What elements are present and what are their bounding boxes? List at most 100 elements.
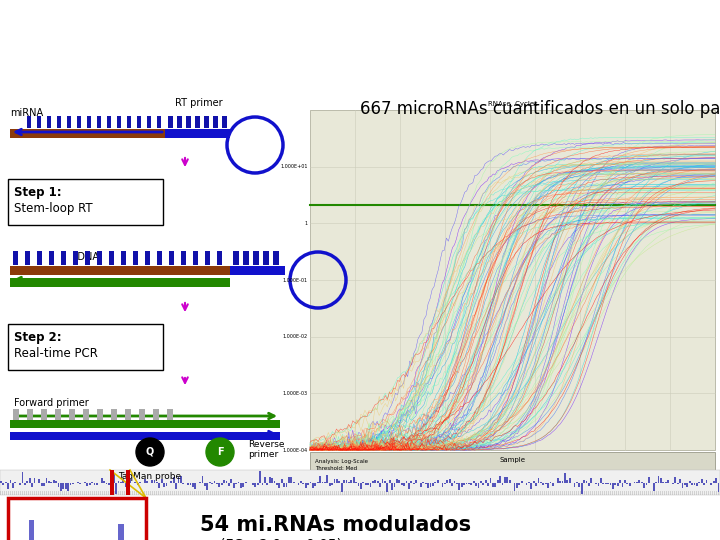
Bar [377, 481, 379, 483]
Bar [165, 129, 230, 138]
Bar [698, 490, 699, 495]
Bar [283, 483, 285, 487]
Bar [690, 490, 691, 495]
Bar [76, 490, 77, 495]
Bar [127, 116, 131, 128]
Bar [116, 490, 117, 495]
Bar [428, 490, 429, 495]
Bar [0, 490, 1, 495]
Bar [310, 452, 715, 472]
Bar [504, 477, 505, 483]
Bar [189, 483, 192, 485]
Text: Real-time PCR: Real-time PCR [14, 347, 98, 360]
Bar [198, 490, 199, 495]
Bar [712, 490, 713, 495]
Bar [398, 480, 400, 483]
Bar [600, 478, 602, 483]
Bar [334, 490, 335, 495]
Bar [106, 490, 107, 495]
Bar [74, 490, 75, 495]
Bar [372, 490, 373, 495]
Bar [32, 490, 33, 495]
Bar [514, 490, 515, 495]
Text: Step 2:: Step 2: [14, 331, 62, 344]
Bar [674, 490, 675, 495]
Bar [338, 490, 339, 495]
Bar [367, 483, 369, 484]
Bar [382, 490, 383, 495]
Bar [14, 490, 15, 495]
Bar [173, 477, 174, 483]
Bar [466, 483, 467, 484]
Bar [107, 116, 111, 128]
Bar [424, 490, 425, 495]
Bar [114, 490, 115, 495]
Bar [228, 483, 230, 486]
Bar [490, 478, 491, 483]
Bar [578, 490, 579, 495]
Bar [77, 116, 81, 128]
Bar [230, 490, 231, 495]
Bar [552, 490, 553, 495]
Bar [590, 478, 592, 483]
Bar [68, 490, 69, 495]
Bar [701, 479, 703, 483]
Bar [276, 490, 277, 495]
Bar [24, 483, 26, 485]
Bar [691, 483, 693, 485]
Bar [544, 490, 545, 495]
Bar [504, 490, 505, 495]
Bar [228, 490, 229, 495]
Bar [716, 490, 717, 495]
Bar [569, 478, 570, 483]
Bar [610, 490, 611, 495]
Bar [41, 409, 47, 420]
Text: Reverse
primer: Reverse primer [248, 440, 284, 460]
Bar [42, 490, 43, 495]
Bar [396, 490, 397, 495]
Bar [96, 490, 97, 495]
Bar [621, 483, 624, 487]
Bar [642, 490, 643, 495]
Bar [121, 251, 126, 265]
Bar [710, 490, 711, 495]
Bar [620, 490, 621, 495]
Bar [322, 482, 323, 483]
Bar [686, 490, 687, 495]
Bar [199, 482, 201, 483]
Bar [65, 483, 66, 489]
Bar [236, 490, 237, 495]
Bar [148, 490, 149, 495]
Bar [532, 490, 533, 495]
Bar [214, 490, 215, 495]
Bar [18, 490, 19, 495]
Bar [266, 483, 268, 485]
Bar [322, 490, 323, 495]
Bar [302, 490, 303, 495]
Bar [358, 483, 359, 486]
Bar [402, 490, 403, 495]
Bar [216, 490, 217, 495]
Bar [578, 483, 580, 487]
Bar [340, 490, 341, 495]
Bar [8, 490, 9, 495]
Bar [158, 483, 161, 488]
Bar [498, 490, 499, 495]
Bar [598, 490, 599, 495]
Bar [432, 490, 433, 495]
Bar [506, 490, 507, 495]
Bar [224, 490, 225, 495]
Text: 667 microRNAs cuantificados en un solo paso: 667 microRNAs cuantificados en un solo p… [360, 100, 720, 118]
Bar [10, 490, 11, 495]
Bar [145, 251, 150, 265]
Bar [73, 251, 78, 265]
Bar [120, 482, 122, 483]
Bar [5, 482, 6, 483]
Bar [626, 490, 627, 495]
Bar [401, 483, 402, 485]
Bar [264, 477, 266, 483]
Bar [398, 490, 399, 495]
Bar [310, 110, 715, 450]
Bar [218, 483, 220, 487]
Text: Stem-loop RT: Stem-loop RT [14, 202, 93, 215]
